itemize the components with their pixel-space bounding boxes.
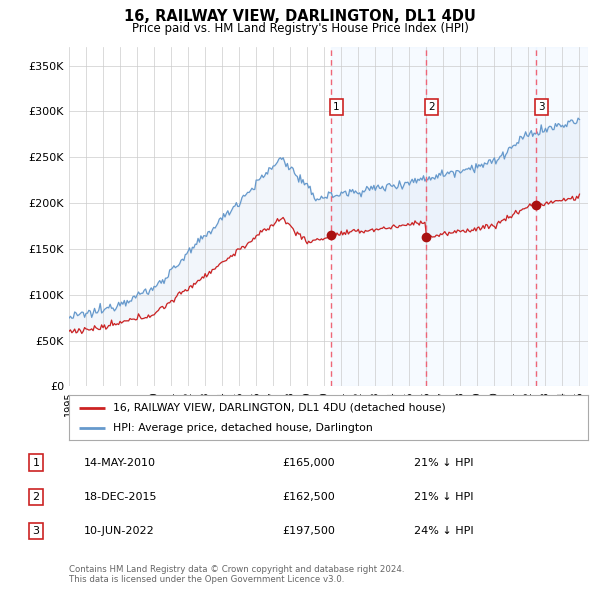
Text: 21% ↓ HPI: 21% ↓ HPI xyxy=(414,458,473,467)
Text: 18-DEC-2015: 18-DEC-2015 xyxy=(84,492,157,502)
Text: 16, RAILWAY VIEW, DARLINGTON, DL1 4DU: 16, RAILWAY VIEW, DARLINGTON, DL1 4DU xyxy=(124,9,476,24)
Text: 3: 3 xyxy=(538,102,545,112)
Text: Price paid vs. HM Land Registry's House Price Index (HPI): Price paid vs. HM Land Registry's House … xyxy=(131,22,469,35)
Text: 21% ↓ HPI: 21% ↓ HPI xyxy=(414,492,473,502)
Text: 16, RAILWAY VIEW, DARLINGTON, DL1 4DU (detached house): 16, RAILWAY VIEW, DARLINGTON, DL1 4DU (d… xyxy=(113,403,446,412)
Text: Contains HM Land Registry data © Crown copyright and database right 2024.
This d: Contains HM Land Registry data © Crown c… xyxy=(69,565,404,584)
Text: 2: 2 xyxy=(32,492,40,502)
Text: £197,500: £197,500 xyxy=(282,526,335,536)
Text: 2: 2 xyxy=(428,102,435,112)
Text: 10-JUN-2022: 10-JUN-2022 xyxy=(84,526,155,536)
Bar xyxy=(536,47,588,386)
Text: HPI: Average price, detached house, Darlington: HPI: Average price, detached house, Darl… xyxy=(113,424,373,434)
Text: £165,000: £165,000 xyxy=(282,458,335,467)
Bar xyxy=(331,47,425,386)
Text: 24% ↓ HPI: 24% ↓ HPI xyxy=(414,526,473,536)
Text: 1: 1 xyxy=(333,102,340,112)
Text: 14-MAY-2010: 14-MAY-2010 xyxy=(84,458,156,467)
Text: 3: 3 xyxy=(32,526,40,536)
Text: £162,500: £162,500 xyxy=(282,492,335,502)
Bar xyxy=(425,47,536,386)
Text: 1: 1 xyxy=(32,458,40,467)
